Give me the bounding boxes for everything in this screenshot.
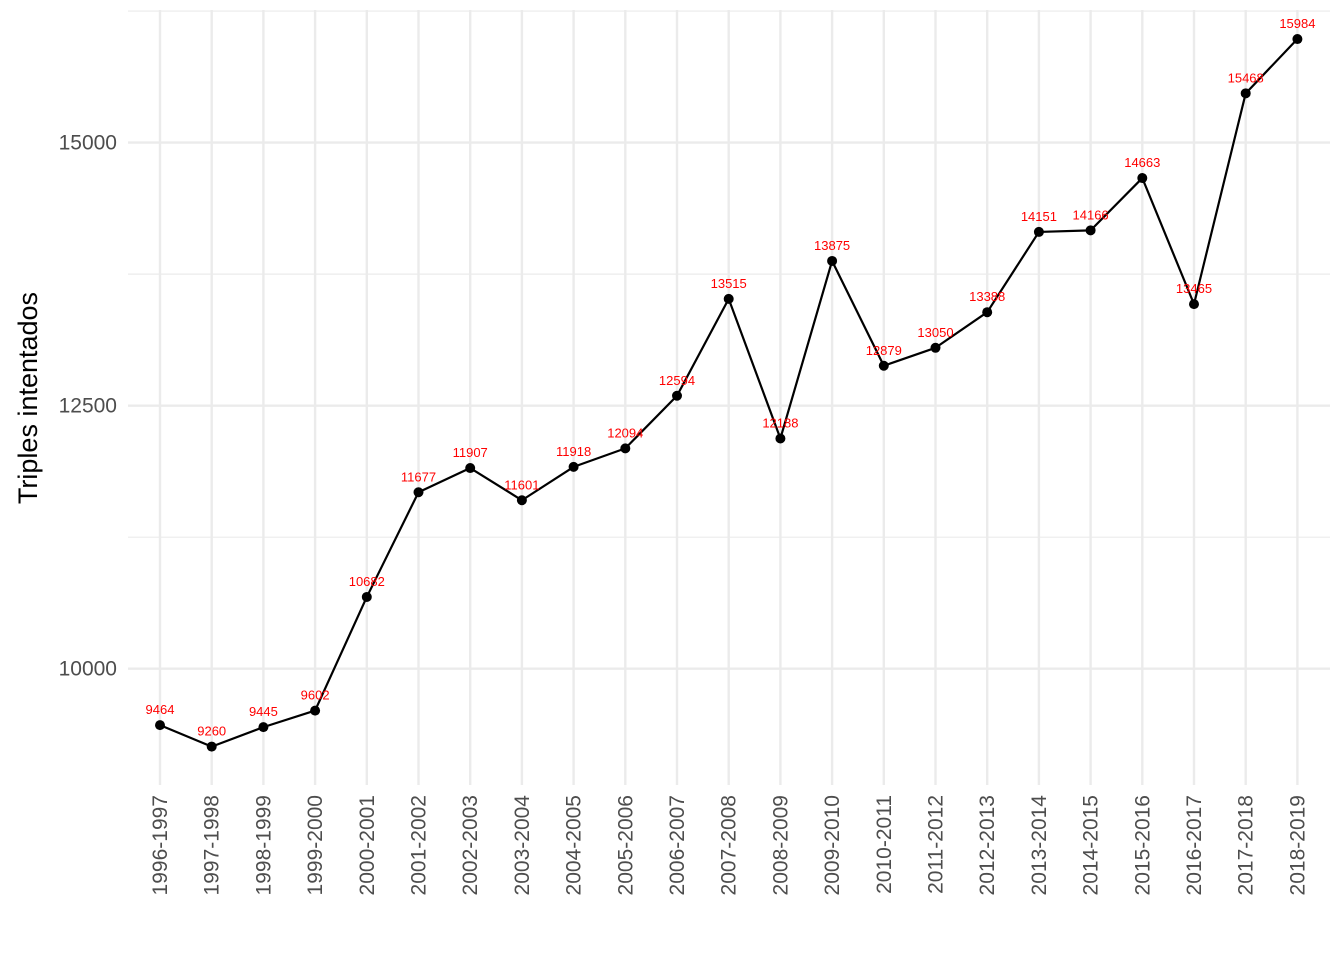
data-labels: 9464 9260 9445 9602 10682 11677 11907 11601 1191…	[146, 16, 1316, 739]
data-label: 11907	[453, 445, 488, 460]
data-point	[1189, 299, 1199, 310]
x-tick-label: 2014-2015	[1080, 795, 1103, 895]
x-tick-label: 2003-2004	[511, 795, 534, 896]
x-tick-label: 2012-2013	[976, 795, 999, 895]
data-point	[413, 487, 424, 498]
data-label: 13875	[814, 238, 850, 253]
data-label: 10682	[349, 574, 385, 589]
x-tick-label: 2013-2014	[1028, 795, 1051, 896]
x-tick-label: 1996-1997	[149, 795, 172, 895]
x-tick-label: 1997-1998	[201, 795, 224, 895]
data-label: 12594	[659, 373, 695, 388]
y-tick-label: 12500	[59, 395, 117, 418]
x-tick-label: 2005-2006	[614, 795, 637, 895]
data-label: 9445	[249, 704, 278, 719]
data-label: 13050	[917, 325, 953, 340]
x-tick-label: 2001-2002	[408, 795, 431, 895]
data-label: 9260	[197, 724, 226, 739]
data-point	[465, 463, 476, 474]
x-tick-label: 2017-2018	[1235, 795, 1258, 895]
data-label: 13465	[1176, 281, 1212, 296]
x-tick-label: 2011-2012	[925, 795, 948, 894]
data-point	[206, 741, 217, 752]
data-point	[310, 705, 321, 716]
x-tick-label: 2018-2019	[1286, 795, 1309, 895]
x-tick-label: 2000-2001	[356, 795, 379, 895]
data-point	[155, 720, 165, 731]
data-point	[1292, 34, 1303, 45]
data-label: 14151	[1021, 209, 1057, 224]
data-label: 13388	[969, 289, 1005, 304]
y-tick-label: 10000	[59, 658, 117, 681]
x-tick-label: 2007-2008	[718, 795, 741, 895]
data-label: 14166	[1073, 207, 1109, 222]
data-point	[672, 390, 682, 401]
data-label: 12188	[762, 415, 798, 430]
data-label: 14663	[1124, 155, 1160, 170]
x-tick-label: 2016-2017	[1183, 795, 1206, 895]
data-point	[1085, 225, 1096, 236]
data-label: 9464	[146, 702, 175, 717]
x-tick-label: 2009-2010	[821, 795, 844, 895]
x-axis-tick-labels: 1996-1997 1997-1998 1998-1999 1999-2000 2000…	[149, 795, 1309, 896]
x-tick-label: 1998-1999	[252, 795, 275, 895]
data-point	[775, 433, 786, 444]
data-point	[568, 461, 579, 472]
data-point	[361, 591, 372, 602]
data-label: 11601	[504, 477, 539, 492]
data-label: 13515	[711, 276, 747, 291]
x-tick-label: 2008-2009	[769, 795, 792, 895]
data-label: 15468	[1228, 70, 1264, 85]
data-point	[1137, 173, 1148, 184]
x-tick-label: 1999-2000	[304, 795, 327, 895]
y-axis-title: Triples intentados	[13, 292, 43, 504]
data-point	[723, 293, 734, 304]
data-point	[982, 307, 993, 318]
data-points	[155, 34, 1303, 752]
grid-vertical-lines	[158, 10, 1299, 785]
data-point	[516, 495, 527, 506]
y-axis-tick-labels: 10000 12500 15000	[59, 132, 117, 681]
data-label: 12094	[607, 425, 643, 440]
data-point	[930, 342, 941, 353]
y-tick-label: 15000	[59, 132, 117, 155]
data-label: 15984	[1279, 16, 1315, 31]
data-label: 9602	[301, 688, 330, 703]
x-tick-label: 2006-2007	[666, 795, 689, 895]
data-point	[620, 443, 631, 454]
x-tick-label: 2015-2016	[1131, 795, 1154, 895]
data-label: 12879	[866, 343, 902, 358]
x-tick-label: 2010-2011	[873, 795, 896, 894]
data-point	[827, 255, 838, 266]
data-point	[1033, 226, 1044, 237]
data-point	[258, 722, 269, 733]
x-tick-label: 2004-2005	[563, 795, 586, 895]
data-label: 11918	[556, 444, 591, 459]
data-point	[878, 360, 889, 371]
data-point	[1240, 88, 1251, 99]
x-tick-label: 2002-2003	[459, 795, 482, 895]
data-label: 11677	[401, 469, 436, 484]
